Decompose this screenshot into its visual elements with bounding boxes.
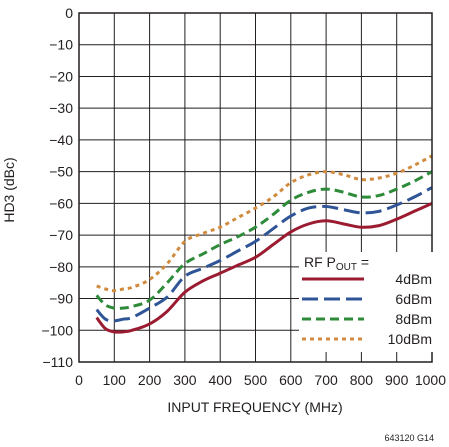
- y-tick-label: −100: [41, 322, 73, 338]
- x-tick-label: 700: [314, 372, 338, 388]
- plot-frame: [78, 12, 433, 363]
- series-line-8dbm: [95, 170, 433, 310]
- y-tick-label: −110: [43, 354, 74, 370]
- y-tick-label: −40: [49, 132, 73, 148]
- y-tick-label: −10: [49, 37, 73, 53]
- legend-title-subscript: OUT: [336, 262, 357, 273]
- y-tick-label: −90: [49, 291, 73, 307]
- legend-background: [299, 252, 435, 352]
- x-tick-label: 100: [103, 372, 127, 388]
- series-line-6dbm: [95, 186, 433, 323]
- y-tick-label: −60: [49, 195, 73, 211]
- legend-title-main: RF P: [304, 254, 336, 270]
- y-tick-label: 0: [65, 5, 73, 21]
- legend-label-6dbm: 6dBm: [395, 291, 432, 307]
- x-tick-label: 500: [244, 372, 268, 388]
- x-tick-label: 200: [138, 372, 162, 388]
- x-axis-label: INPUT FREQUENCY (MHz): [167, 399, 342, 415]
- x-tick-label: 900: [385, 372, 409, 388]
- y-tick-label: −30: [49, 100, 73, 116]
- x-tick-label: 400: [209, 372, 233, 388]
- legend-label-4dbm: 4dBm: [395, 271, 432, 287]
- legend-entries: 4dBm 6dBm 8dBm 10dBm: [302, 271, 432, 347]
- x-tick-label: 0: [75, 372, 83, 388]
- legend-label-10dbm: 10dBm: [388, 331, 432, 347]
- x-tick-label: 800: [350, 372, 374, 388]
- x-tick-label: 300: [173, 372, 197, 388]
- y-tick-labels: 0 −10 −20 −30 −40 −50 −60 −70 −80 −90 −100 −110: [41, 5, 73, 370]
- series-lines: [95, 154, 433, 334]
- legend-title: RF POUT =: [304, 254, 369, 273]
- y-tick-label: −50: [49, 164, 73, 180]
- figure-id: 643120 G14: [384, 433, 434, 443]
- legend: RF POUT = 4dBm 6dBm 8dBm 10dBm: [299, 252, 435, 352]
- y-axis-label: HD3 (dBc): [1, 157, 17, 222]
- y-tick-label: −20: [49, 68, 73, 84]
- x-tick-label: 600: [279, 372, 303, 388]
- x-tick-labels: 0 100 200 300 400 500 600 700 800 900 1000: [75, 372, 446, 388]
- series-line-4dbm: [95, 202, 433, 334]
- legend-title-suffix: =: [357, 254, 369, 270]
- y-tick-label: −80: [49, 259, 73, 275]
- legend-label-8dbm: 8dBm: [395, 311, 432, 327]
- x-tick-label: 1000: [415, 372, 446, 388]
- y-tick-label: −70: [49, 227, 73, 243]
- series-line-10dbm: [96, 154, 433, 293]
